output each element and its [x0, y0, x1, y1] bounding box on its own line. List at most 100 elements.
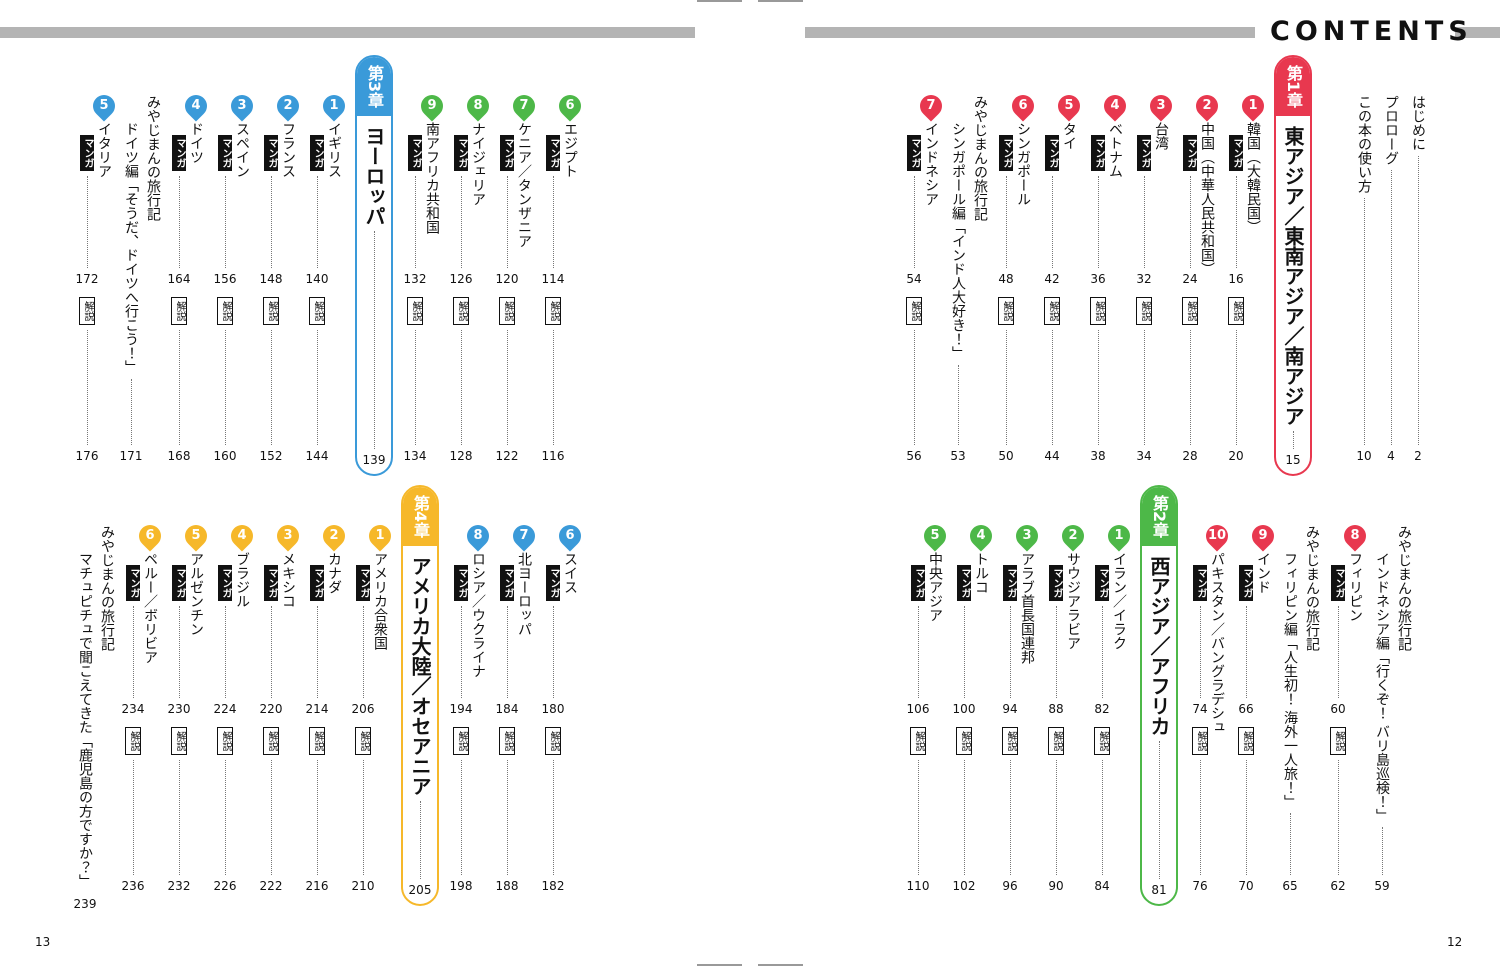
chapter-label: 第4章: [403, 487, 437, 547]
page-number: 82: [1094, 702, 1110, 716]
entry-column: 解説 198: [449, 727, 473, 892]
dot-leader: [132, 606, 134, 698]
entry-column: マンガ 206: [351, 565, 375, 715]
number-badge: 10: [1201, 520, 1233, 552]
entry-column: マンガ 48: [994, 135, 1018, 285]
badge-number: 5: [99, 98, 109, 113]
dot-leader: [1363, 198, 1365, 445]
dot-leader: [178, 176, 180, 268]
entry-column: 解説 20: [1224, 297, 1248, 462]
manga-label: マンガ: [500, 135, 514, 171]
entry-column: 解説 56: [902, 297, 926, 462]
number-badge: 5: [919, 520, 951, 552]
dot-leader: [224, 330, 226, 445]
manga-label: マンガ: [957, 565, 971, 601]
front-title: プロローグ: [1383, 95, 1399, 165]
country-name: 台湾: [1153, 122, 1169, 150]
badge-number: 5: [930, 528, 940, 543]
page-number: 50: [998, 449, 1014, 463]
entry-column: 解説 188: [495, 727, 519, 892]
gutter-mark: [697, 964, 742, 966]
entry-column: マンガ 94: [998, 565, 1022, 715]
country-name: タイ: [1061, 122, 1077, 150]
page-number: 36: [1090, 272, 1106, 286]
commentary-label: 解説: [125, 727, 141, 755]
entry-column: 解説 102: [952, 727, 976, 892]
dot-leader: [1189, 330, 1191, 445]
number-badge: 3: [226, 90, 258, 122]
badge-number: 4: [976, 528, 986, 543]
commentary-label: 解説: [309, 727, 325, 755]
essay-title: シンガポール編「インド人大好き！」: [950, 122, 966, 360]
entry-column: マンガ 82: [1090, 565, 1114, 715]
badge-number: 7: [519, 98, 529, 113]
page-number: 236: [121, 879, 145, 893]
dot-leader: [86, 330, 88, 445]
entry-column: 解説 76: [1188, 727, 1212, 892]
page-number: 76: [1192, 879, 1208, 893]
entry-column: マンガ 88: [1044, 565, 1068, 715]
page-number: 206: [351, 702, 375, 716]
chapter-title: 東アジア／東南アジア／南アジア: [1281, 126, 1305, 427]
entry-column: 解説 70: [1234, 727, 1258, 892]
page-number: 232: [167, 879, 191, 893]
page-number: 66: [1238, 702, 1254, 716]
dot-leader: [1189, 176, 1191, 268]
manga-label: マンガ: [1095, 565, 1109, 601]
country-name: ケニア／タンザニア: [516, 122, 532, 248]
number-badge: 5: [1053, 90, 1085, 122]
commentary-label: 解説: [217, 727, 233, 755]
entry-column: 解説 222: [259, 727, 283, 892]
commentary-label: 解説: [1330, 727, 1346, 755]
page-number: 48: [998, 272, 1014, 286]
entry-column: マンガ 220: [259, 565, 283, 715]
page-number: 164: [167, 272, 191, 286]
manga-label: マンガ: [310, 565, 324, 601]
dot-leader: [224, 176, 226, 268]
dot-leader: [1245, 760, 1247, 875]
page-number: 84: [1094, 879, 1110, 893]
badge-number: 5: [191, 528, 201, 543]
dot-leader: [552, 176, 554, 268]
page-number: 230: [167, 702, 191, 716]
badge-number: 6: [565, 528, 575, 543]
dot-leader: [963, 606, 965, 698]
chapter-pill: 第3章 ヨーロッパ 139: [355, 55, 393, 476]
page-number: 182: [541, 879, 565, 893]
country-name: ロシア／ウクライナ: [470, 552, 486, 678]
entry-column: 解説 96: [998, 727, 1022, 892]
country-name: 北ヨーロッパ: [516, 552, 532, 636]
entry-column: マチュピチュで聞こえてきた「鹿児島の方ですか？」 239: [73, 552, 97, 910]
commentary-label: 解説: [910, 727, 926, 755]
page-number: 15: [1285, 453, 1301, 467]
page-number: 132: [403, 272, 427, 286]
dot-leader: [917, 606, 919, 698]
essay-title: マチュピチュで聞こえてきた「鹿児島の方ですか？」: [77, 552, 93, 888]
manga-label: マンガ: [310, 135, 324, 171]
dot-leader: [917, 760, 919, 875]
dot-leader: [270, 760, 272, 875]
number-badge: 7: [915, 90, 947, 122]
entry-column: 解説 160: [213, 297, 237, 462]
essay-title: インドネシア編「行くぞ！ バリ島巡検！」: [1374, 552, 1390, 823]
entry-column: 解説 90: [1044, 727, 1068, 892]
chapter-title: 西アジア／アフリカ: [1147, 556, 1171, 737]
badge-number: 6: [145, 528, 155, 543]
dot-leader: [1143, 330, 1145, 445]
page-number: 4: [1387, 449, 1395, 463]
chapter-label: 第2章: [1142, 487, 1176, 547]
number-badge: 1: [1103, 520, 1135, 552]
entry-column: 解説 128: [449, 297, 473, 462]
country-name: スイス: [562, 552, 578, 594]
entry-column: 解説 28: [1178, 297, 1202, 462]
dot-leader: [1097, 330, 1099, 445]
page-number: 13: [35, 935, 51, 949]
entry-column: この本の使い方 10: [1352, 95, 1376, 462]
header-bar: [805, 27, 1255, 38]
manga-label: マンガ: [546, 565, 560, 601]
essay-series: みやじまんの旅行記: [99, 525, 115, 651]
dot-leader: [362, 606, 364, 698]
manga-label: マンガ: [1239, 565, 1253, 601]
chapter-label: 第1章: [1276, 57, 1310, 117]
manga-label: マンガ: [126, 565, 140, 601]
